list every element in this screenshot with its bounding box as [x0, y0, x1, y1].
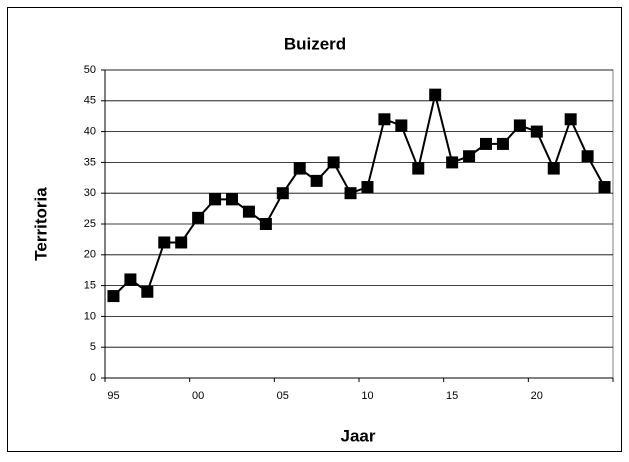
data-marker — [564, 113, 577, 126]
y-tick-label: 0 — [90, 372, 96, 384]
data-marker — [361, 181, 374, 194]
y-tick-label: 30 — [84, 187, 96, 199]
data-marker — [276, 187, 289, 200]
data-marker — [242, 205, 255, 218]
data-marker — [378, 113, 391, 126]
y-tick-label: 20 — [84, 249, 96, 261]
y-tick-label: 25 — [84, 218, 96, 230]
y-tick-label: 35 — [84, 156, 96, 168]
data-marker — [344, 187, 357, 200]
data-marker — [226, 193, 238, 206]
x-tick-label: 10 — [361, 390, 373, 402]
data-marker — [107, 290, 120, 303]
data-marker — [293, 162, 306, 175]
x-tick-label: 95 — [107, 390, 119, 402]
data-marker — [175, 236, 188, 249]
data-marker — [598, 181, 611, 194]
data-marker — [310, 174, 323, 187]
data-marker — [581, 150, 594, 163]
y-tick-label: 15 — [84, 280, 96, 292]
chart-title: Buizerd — [284, 34, 346, 53]
data-marker — [463, 150, 476, 163]
data-marker — [124, 273, 137, 286]
x-tick-label: 05 — [277, 390, 289, 402]
y-tick-label: 5 — [90, 341, 96, 353]
x-tick-label: 20 — [531, 390, 543, 402]
data-marker — [192, 211, 205, 224]
data-marker — [513, 119, 526, 132]
y-axis-title: Territoria — [31, 187, 50, 261]
y-tick-label: 10 — [84, 310, 96, 322]
data-marker — [480, 137, 492, 150]
data-marker — [547, 162, 560, 175]
y-tick-label: 40 — [84, 126, 96, 138]
y-tick-label: 50 — [84, 64, 96, 76]
data-marker — [158, 236, 171, 249]
x-tick-label: 15 — [446, 390, 458, 402]
y-tick-label: 45 — [84, 95, 96, 107]
x-axis-title: Jaar — [341, 426, 376, 445]
data-marker — [496, 137, 509, 150]
x-tick-label: 00 — [192, 390, 204, 402]
data-marker — [412, 162, 425, 175]
data-marker — [141, 285, 154, 298]
data-marker — [429, 88, 442, 101]
data-marker — [395, 119, 408, 132]
data-marker — [209, 193, 222, 206]
data-marker — [446, 156, 459, 169]
data-marker — [327, 156, 340, 169]
data-marker — [259, 218, 272, 230]
data-marker — [530, 125, 543, 138]
